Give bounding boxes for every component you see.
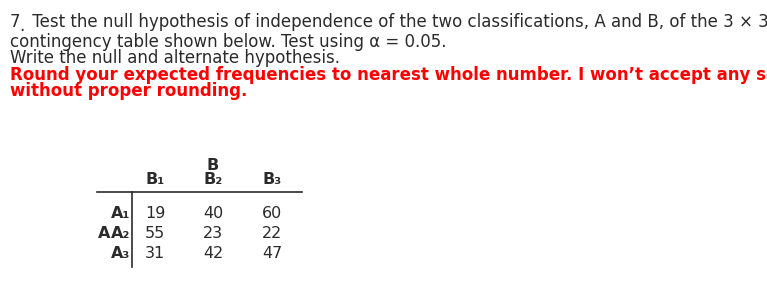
Text: A: A [98, 225, 110, 241]
Text: B₂: B₂ [203, 172, 222, 187]
Text: contingency table shown below. Test using α = 0.05.: contingency table shown below. Test usin… [10, 33, 446, 51]
Text: 42: 42 [203, 245, 223, 261]
Text: 22: 22 [262, 225, 282, 241]
Text: B₃: B₃ [262, 172, 281, 187]
Text: .: . [19, 17, 25, 35]
Text: 40: 40 [203, 205, 223, 221]
Text: 31: 31 [145, 245, 165, 261]
Text: Round your expected frequencies to nearest whole number. I won’t accept any solu: Round your expected frequencies to neare… [10, 66, 767, 84]
Text: 7: 7 [10, 13, 21, 31]
Text: 19: 19 [145, 205, 165, 221]
Text: B₁: B₁ [146, 172, 165, 187]
Text: B: B [207, 158, 219, 173]
Text: 60: 60 [262, 205, 282, 221]
Text: 23: 23 [203, 225, 223, 241]
Text: A₃: A₃ [110, 245, 130, 261]
Text: A₂: A₂ [110, 225, 130, 241]
Text: Write the null and alternate hypothesis.: Write the null and alternate hypothesis. [10, 49, 340, 67]
Text: A₁: A₁ [110, 205, 130, 221]
Text: 47: 47 [262, 245, 282, 261]
Text: without proper rounding.: without proper rounding. [10, 82, 248, 100]
Text: Test the null hypothesis of independence of the two classifications, A and B, of: Test the null hypothesis of independence… [27, 13, 767, 31]
Text: 55: 55 [145, 225, 165, 241]
